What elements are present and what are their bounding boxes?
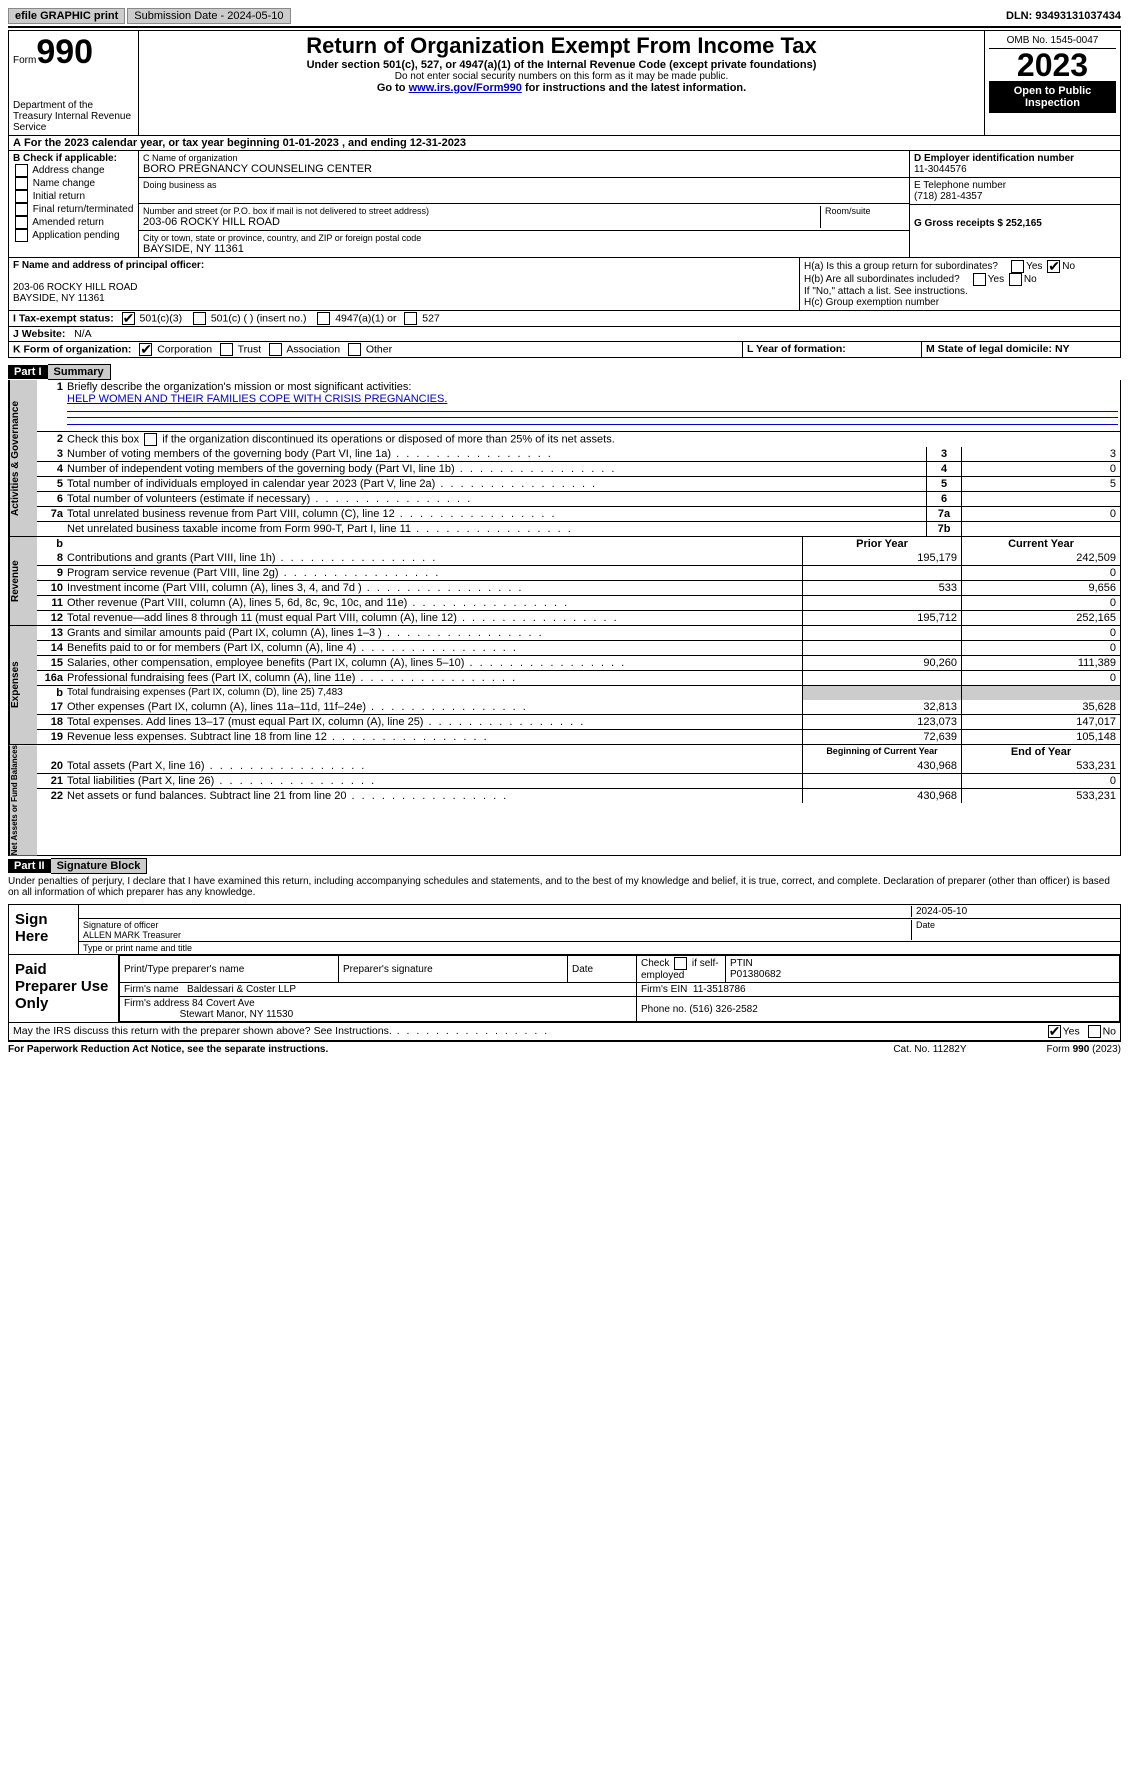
form-subtitle-2: Do not enter social security numbers on …	[143, 71, 980, 82]
cb-name-change[interactable]	[15, 177, 28, 190]
perjury-declaration: Under penalties of perjury, I declare th…	[8, 874, 1121, 900]
part2-title: Signature Block	[51, 858, 148, 874]
box-deg: D Employer identification number11-30445…	[910, 151, 1120, 257]
firm-addr2: Stewart Manor, NY 11530	[180, 1009, 294, 1020]
officer-addr2: BAYSIDE, NY 11361	[13, 293, 105, 304]
form-subtitle-1: Under section 501(c), 527, or 4947(a)(1)…	[143, 59, 980, 71]
part1-badge: Part I	[8, 365, 48, 379]
preparer-block: Paid Preparer Use Only Print/Type prepar…	[8, 955, 1121, 1023]
cb-discontinued[interactable]	[144, 433, 157, 446]
cb-amended[interactable]	[15, 216, 28, 229]
form-number-block: Form990	[13, 33, 134, 72]
rows-ijk: I Tax-exempt status: 501(c)(3) 501(c) ( …	[8, 311, 1121, 358]
cb-assoc[interactable]	[269, 343, 282, 356]
org-city: BAYSIDE, NY 11361	[143, 243, 905, 255]
gross-receipts: G Gross receipts $ 252,165	[914, 218, 1042, 229]
footer: For Paperwork Reduction Act Notice, see …	[8, 1041, 1121, 1055]
firm-name: Baldessari & Coster LLP	[187, 984, 296, 995]
dln: DLN: 93493131037434	[1006, 10, 1121, 22]
top-bar: efile GRAPHIC print Submission Date - 20…	[8, 8, 1121, 28]
part1-na: Net Assets or Fund Balances Beginning of…	[8, 745, 1121, 856]
org-street: 203-06 ROCKY HILL ROAD	[143, 216, 820, 228]
ptin: P01380682	[730, 969, 781, 980]
cb-501c[interactable]	[193, 312, 206, 325]
cb-trust[interactable]	[220, 343, 233, 356]
row-a: A For the 2023 calendar year, or tax yea…	[8, 136, 1121, 151]
cb-corp[interactable]	[139, 343, 152, 356]
cb-final-return[interactable]	[15, 203, 28, 216]
cb-527[interactable]	[404, 312, 417, 325]
officer-addr1: 203-06 ROCKY HILL ROAD	[13, 282, 138, 293]
cb-4947[interactable]	[317, 312, 330, 325]
open-to-public: Open to Public Inspection	[989, 81, 1116, 113]
form-title: Return of Organization Exempt From Incom…	[143, 33, 980, 59]
cb-self-employed[interactable]	[674, 957, 687, 970]
box-h: H(a) Is this a group return for subordin…	[800, 258, 1120, 310]
cb-hb-yes[interactable]	[973, 273, 986, 286]
cb-ha-yes[interactable]	[1011, 260, 1024, 273]
irs-link[interactable]: www.irs.gov/Form990	[409, 82, 522, 94]
officer-name: ALLEN MARK Treasurer	[83, 930, 181, 940]
cat-no: Cat. No. 11282Y	[893, 1044, 966, 1055]
part1-title: Summary	[48, 364, 111, 380]
form-subtitle-3: Go to www.irs.gov/Form990 for instructio…	[143, 82, 980, 94]
mission: HELP WOMEN AND THEIR FAMILIES COPE WITH …	[67, 393, 447, 405]
sign-date: 2024-05-10	[911, 906, 1116, 917]
website: N/A	[74, 328, 92, 340]
cb-ha-no[interactable]	[1047, 260, 1060, 273]
part1-rev: Revenue bPrior YearCurrent Year 8Contrib…	[8, 537, 1121, 626]
org-name: BORO PREGNANCY COUNSELING CENTER	[143, 163, 905, 175]
efile-badge: efile GRAPHIC print	[8, 8, 125, 24]
cb-initial-return[interactable]	[15, 190, 28, 203]
part1-exp: Expenses 13Grants and similar amounts pa…	[8, 626, 1121, 745]
cb-501c3[interactable]	[122, 312, 135, 325]
discuss-row: May the IRS discuss this return with the…	[8, 1023, 1121, 1041]
block-bcdefg: B Check if applicable: Address change Na…	[8, 151, 1121, 258]
year-formation: L Year of formation:	[747, 343, 846, 355]
cb-hb-no[interactable]	[1009, 273, 1022, 286]
box-c: C Name of organizationBORO PREGNANCY COU…	[139, 151, 910, 257]
box-b-title: B Check if applicable:	[13, 153, 134, 164]
firm-phone: (516) 326-2582	[689, 1004, 757, 1015]
cb-app-pending[interactable]	[15, 229, 28, 242]
cb-discuss-yes[interactable]	[1048, 1025, 1061, 1038]
box-f-label: F Name and address of principal officer:	[13, 260, 204, 271]
part2-badge: Part II	[8, 859, 51, 873]
tax-year: 2023	[989, 49, 1116, 81]
form-label: Form	[13, 55, 36, 66]
ein: 11-3044576	[914, 164, 1116, 175]
cb-other[interactable]	[348, 343, 361, 356]
form-number: 990	[36, 33, 93, 71]
part1-gov: Activities & Governance 1Briefly describ…	[8, 380, 1121, 537]
cb-address-change[interactable]	[15, 164, 28, 177]
form-header: Form990 Department of the Treasury Inter…	[8, 30, 1121, 136]
phone: (718) 281-4357	[914, 191, 1116, 202]
state-domicile: M State of legal domicile: NY	[926, 343, 1070, 355]
dept-label: Department of the Treasury Internal Reve…	[13, 100, 134, 133]
firm-ein: 11-3518786	[693, 984, 746, 995]
cb-discuss-no[interactable]	[1088, 1025, 1101, 1038]
sign-block: Sign Here 2024-05-10 Signature of office…	[8, 904, 1121, 955]
box-b: B Check if applicable: Address change Na…	[9, 151, 139, 257]
submission-date: Submission Date - 2024-05-10	[127, 8, 290, 24]
block-fh: F Name and address of principal officer:…	[8, 258, 1121, 311]
firm-addr1: 84 Covert Ave	[192, 998, 255, 1009]
